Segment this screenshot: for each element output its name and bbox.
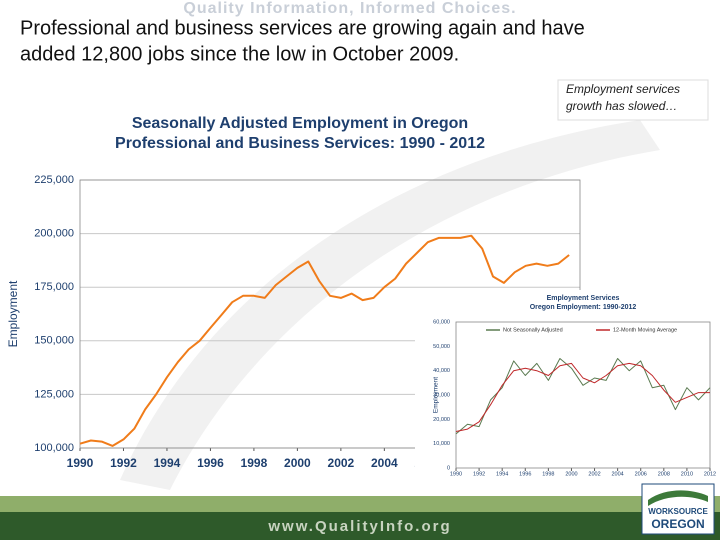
chart-title: Oregon Employment: 1990-2012 bbox=[530, 304, 637, 311]
callout: growth has slowed… bbox=[566, 99, 677, 113]
x-tick-label: 1998 bbox=[542, 471, 554, 477]
chart: Employment Services Oregon Employment: 19… bbox=[415, 290, 716, 480]
callout: Employment services bbox=[566, 82, 680, 96]
logo-text: WORKSOURCE bbox=[648, 507, 708, 516]
charts: Seasonally Adjusted Employment in Oregon… bbox=[6, 115, 716, 480]
y-tick-label: 200,000 bbox=[34, 228, 74, 240]
y-tick-label: 40,000 bbox=[433, 368, 450, 374]
plot-frame bbox=[455, 321, 711, 469]
x-tick-label: 1992 bbox=[473, 471, 485, 477]
y-axis-label: Employment bbox=[433, 377, 440, 413]
watermark bbox=[120, 120, 660, 490]
y-tick-label: 125,000 bbox=[34, 388, 74, 400]
logo-mark bbox=[648, 490, 708, 506]
x-tick-label: 1992 bbox=[110, 456, 137, 470]
x-tick-label: 2008 bbox=[658, 471, 670, 477]
chart-title: Seasonally Adjusted Employment in Oregon bbox=[132, 115, 468, 132]
x-tick-label: 2010 bbox=[681, 471, 693, 477]
legend-label: Not Seasonally Adjusted bbox=[503, 327, 563, 333]
y-tick-label: 150,000 bbox=[34, 335, 74, 347]
x-tick-label: 1990 bbox=[67, 456, 94, 470]
x-tick-label: 1998 bbox=[241, 456, 268, 470]
y-tick-label: 10,000 bbox=[433, 441, 450, 447]
y-tick-label: 175,000 bbox=[34, 281, 74, 293]
x-tick-label: 2004 bbox=[371, 456, 398, 470]
headline: Professional and business services are g… bbox=[20, 17, 585, 39]
y-axis-label: Employment bbox=[6, 280, 20, 347]
y-tick-label: 60,000 bbox=[433, 319, 450, 325]
line bbox=[79, 234, 570, 447]
logo-text: OREGON bbox=[651, 517, 704, 531]
x-tick-label: 2000 bbox=[284, 456, 311, 470]
x-tick-label: 2002 bbox=[588, 471, 600, 477]
footer-stripe bbox=[0, 496, 720, 512]
x-tick-label: 1996 bbox=[519, 471, 531, 477]
line bbox=[455, 362, 710, 432]
x-tick-label: 2006 bbox=[635, 471, 647, 477]
y-tick-label: 225,000 bbox=[34, 174, 74, 186]
x-tick-label: 2004 bbox=[612, 471, 624, 477]
headline: added 12,800 jobs since the low in Octob… bbox=[20, 43, 459, 65]
x-tick-label: 2000 bbox=[565, 471, 577, 477]
footer-url: www.QualityInfo.org bbox=[267, 518, 451, 535]
x-tick-label: 2012 bbox=[704, 471, 716, 477]
chart-title: Employment Services bbox=[547, 295, 620, 302]
x-tick-label: 1996 bbox=[197, 456, 224, 470]
x-tick-label: 2002 bbox=[328, 456, 355, 470]
x-tick-label: 1994 bbox=[496, 471, 508, 477]
x-tick-label: 1994 bbox=[154, 456, 181, 470]
footer-band bbox=[0, 512, 720, 540]
legend-label: 12-Month Moving Average bbox=[613, 327, 677, 333]
y-tick-label: 50,000 bbox=[433, 344, 450, 350]
header: Quality Information, Informed Choices. bbox=[183, 0, 516, 17]
chart-title: Professional and Business Services: 1990… bbox=[115, 135, 485, 152]
callout-box bbox=[557, 79, 709, 121]
chart-panel bbox=[415, 290, 715, 480]
y-tick-label: 30,000 bbox=[433, 392, 450, 398]
y-tick-label: 100,000 bbox=[34, 442, 74, 454]
x-tick-label: 1990 bbox=[450, 471, 462, 477]
y-tick-label: 0 bbox=[447, 465, 450, 471]
y-tick-label: 20,000 bbox=[433, 417, 450, 423]
